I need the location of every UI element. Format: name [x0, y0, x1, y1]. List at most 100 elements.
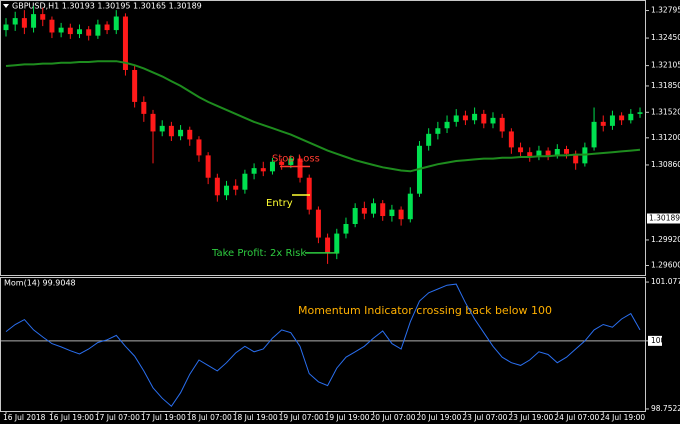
x-tick-label: 24 Jul 07:00: [554, 413, 599, 422]
symbol-icon: [3, 4, 9, 8]
indicator-annotation: Momentum Indicator crossing back below 1…: [298, 304, 552, 317]
candle-body: [481, 113, 487, 124]
candle-body: [536, 150, 542, 157]
x-tick-label: 19 Jul 19:00: [325, 413, 370, 422]
candle-body: [77, 29, 83, 35]
annotation-text: Stop Loss: [272, 153, 320, 164]
candle-body: [86, 29, 92, 36]
candle-body: [371, 203, 377, 214]
moving-average: [5, 60, 641, 173]
y-tick-label: 1.29920: [651, 235, 680, 244]
candle-body: [398, 209, 404, 220]
candle-body: [545, 150, 551, 156]
y-tick-label: 1.29600: [651, 261, 680, 270]
candle-body: [600, 121, 606, 126]
x-tick-label: 17 Jul 07:00: [95, 413, 140, 422]
candle-body: [205, 155, 211, 178]
candle-body: [499, 117, 505, 132]
candle-body: [453, 115, 459, 122]
candle-body: [435, 128, 441, 134]
candle-body: [260, 168, 266, 172]
candle-body: [214, 177, 220, 196]
x-tick-label: 23 Jul 07:00: [462, 413, 507, 422]
candle-body: [315, 209, 321, 238]
candle-body: [104, 24, 110, 31]
candle-body: [334, 233, 340, 254]
candle-body: [187, 129, 193, 140]
candle-body: [637, 112, 643, 114]
y-tick-label: 1.31520: [651, 107, 680, 116]
x-tick-label: 18 Jul 07:00: [187, 413, 232, 422]
candle-body: [426, 133, 432, 146]
level-box: [648, 335, 662, 346]
chart-title: GBPUSD,H1 1.30193 1.30195 1.30165 1.3018…: [12, 2, 202, 11]
candle-body: [288, 158, 294, 165]
candle-body: [508, 131, 514, 148]
candle-body: [472, 113, 478, 121]
candle-body: [122, 16, 128, 70]
candle-body: [269, 161, 275, 172]
candle-body: [352, 208, 358, 225]
candle-body: [554, 148, 560, 156]
candle-body: [407, 193, 413, 220]
candle-body: [233, 185, 239, 190]
candle-body: [31, 14, 37, 28]
candle-body: [563, 148, 569, 154]
candle-body: [518, 147, 524, 153]
annotation-text: Take Profit: 2x Risk: [211, 248, 306, 259]
candle-body: [242, 173, 248, 190]
candle-body: [132, 69, 138, 102]
last-price-box: [647, 213, 680, 224]
candle-body: [113, 16, 119, 31]
candle-body: [141, 101, 147, 114]
candle-body: [361, 208, 367, 214]
candle-body: [490, 117, 496, 124]
candle-body: [591, 121, 597, 148]
last-price-label: 1.30189: [649, 213, 680, 222]
x-tick-label: 16 Jul 19:00: [49, 413, 94, 422]
momentum-line: [5, 283, 641, 408]
candle-body: [21, 18, 27, 28]
x-tick-label: 18 Jul 19:00: [233, 413, 278, 422]
x-tick-label: 23 Jul 19:00: [508, 413, 553, 422]
candle-body: [279, 161, 285, 165]
candle-body: [628, 113, 634, 121]
candle-body: [325, 237, 331, 254]
candle-body: [251, 168, 257, 174]
candle-body: [58, 27, 64, 33]
x-tick-label: 17 Jul 19:00: [141, 413, 186, 422]
candle-body: [159, 125, 165, 132]
x-tick-label: 16 Jul 2018: [3, 413, 46, 422]
candle-body: [178, 129, 184, 137]
x-tick-label: 24 Jul 19:00: [600, 413, 645, 422]
candle-body: [297, 158, 303, 178]
candle-body: [67, 27, 73, 35]
y-tick-label: 1.32795: [651, 6, 680, 15]
candle-body: [12, 18, 18, 25]
y-tick-label: 1.31200: [651, 133, 680, 142]
candle-body: [462, 115, 468, 121]
candle-body: [573, 153, 579, 164]
candle-body: [49, 19, 55, 33]
x-tick-label: 20 Jul 19:00: [416, 413, 461, 422]
candle-body: [444, 121, 450, 129]
x-tick-label: 20 Jul 07:00: [371, 413, 416, 422]
candle-body: [527, 152, 533, 157]
y-tick-label: 101.0778: [651, 277, 680, 286]
y-tick-label: 1.32105: [651, 61, 680, 70]
y-tick-label: 1.31850: [651, 81, 680, 90]
candle-body: [380, 203, 386, 217]
candle-body: [40, 14, 46, 20]
candle-body: [306, 177, 312, 210]
candle-body: [343, 224, 349, 234]
annotation-text: Entry: [266, 198, 293, 209]
y-tick-label: 98.7522: [651, 404, 680, 413]
candle-body: [196, 139, 202, 156]
y-tick-label: 1.32450: [651, 33, 680, 42]
x-tick-label: 19 Jul 07:00: [279, 413, 324, 422]
candle-body: [224, 185, 230, 196]
y-tick-label: 1.30860: [651, 160, 680, 169]
indicator-title: Mom(14) 99.9048: [4, 279, 76, 288]
